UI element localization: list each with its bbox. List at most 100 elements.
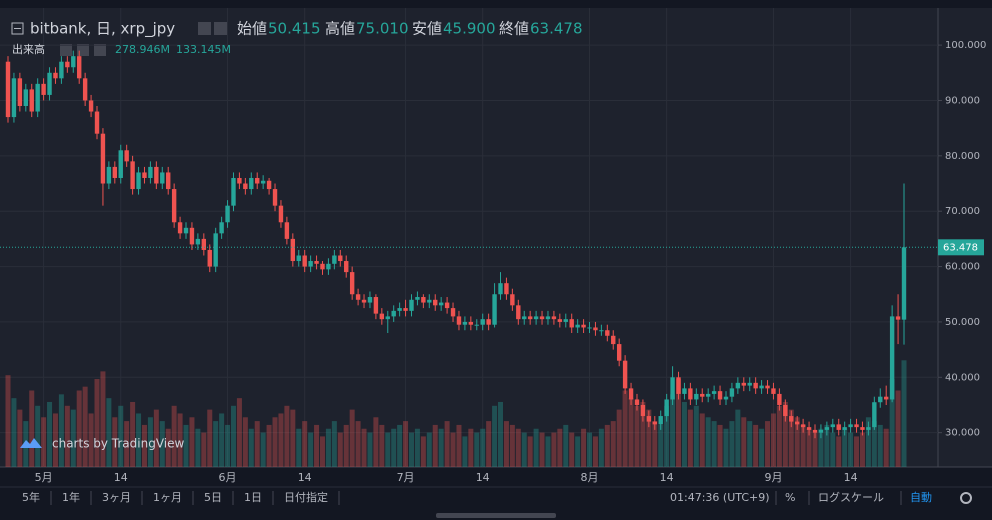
candle-body — [830, 424, 835, 428]
candle-body — [711, 391, 717, 394]
candle-body — [848, 424, 853, 428]
volume-bar — [788, 409, 794, 467]
clock: 01:47:36 (UTC+9) — [670, 491, 770, 504]
range-button[interactable]: 3ヶ月 — [102, 491, 131, 504]
volume-bar — [616, 409, 622, 467]
volume-bar — [314, 424, 320, 467]
settings-button[interactable] — [214, 22, 227, 35]
volume-button[interactable] — [94, 44, 106, 56]
candle-body — [290, 238, 296, 262]
candle-body — [59, 61, 64, 79]
volume-bar — [664, 405, 670, 467]
candle-body — [249, 177, 254, 190]
candle-body — [136, 172, 141, 190]
volume-bar — [640, 401, 646, 467]
volume-bar — [842, 428, 848, 467]
candle-body — [581, 324, 586, 328]
candle-body — [557, 319, 563, 322]
volume-bar — [225, 424, 231, 467]
settings-button[interactable] — [198, 22, 211, 35]
x-tick-label: 14 — [476, 471, 490, 484]
collapse-button[interactable] — [11, 22, 24, 35]
candle-body — [527, 316, 533, 320]
volume-bar — [652, 421, 658, 467]
overlay: bitbank, 日, xrp_jpy 始値 50.415 高値 75.010 … — [12, 20, 986, 505]
volume-bar — [509, 424, 515, 467]
candle-body — [177, 222, 183, 234]
volume-bar — [219, 413, 225, 467]
volume-bar — [486, 421, 492, 467]
range-button[interactable]: 1日 — [244, 491, 262, 504]
volume-bar — [308, 432, 314, 467]
range-button[interactable]: 5日 — [204, 491, 222, 504]
range-button[interactable]: 5年 — [22, 490, 40, 504]
candle-body — [516, 305, 521, 320]
candle-body — [522, 316, 527, 320]
volume-bar — [189, 417, 195, 467]
candle-body — [747, 382, 752, 386]
candle-body — [842, 427, 847, 430]
volume-bar — [735, 409, 741, 467]
candle-body — [486, 319, 491, 325]
candle-body — [545, 316, 551, 320]
candle-body — [183, 227, 189, 234]
volume-bar — [284, 405, 290, 467]
range-button[interactable]: 1ヶ月 — [153, 491, 182, 504]
candle-body — [735, 382, 741, 389]
range-button[interactable]: 日付指定 — [284, 490, 328, 504]
candle-body — [533, 316, 539, 320]
volume-bar — [130, 401, 136, 467]
candle-body — [77, 56, 82, 79]
scrollbar[interactable] — [436, 513, 556, 518]
candle-body — [284, 222, 290, 239]
volume-bar — [58, 394, 64, 467]
volume-button[interactable] — [60, 44, 72, 56]
x-tick-label: 14 — [660, 471, 674, 484]
volume-button[interactable] — [77, 44, 89, 56]
candle-body — [130, 161, 135, 190]
candle-body — [622, 360, 628, 389]
volume-bar — [575, 436, 581, 467]
volume-bar — [545, 436, 551, 467]
candle-body — [314, 261, 319, 264]
volume-bar — [70, 409, 76, 467]
candle-body — [593, 327, 598, 331]
volume-bar — [100, 371, 106, 467]
range-button[interactable]: 1年 — [62, 490, 80, 504]
toolbar-button[interactable]: % — [785, 491, 795, 504]
candle-body — [47, 72, 52, 95]
volume-bar — [106, 398, 112, 467]
y-tick-label: 60.000 — [945, 262, 980, 273]
volume-bar — [343, 424, 349, 467]
candle-body — [474, 324, 479, 326]
toolbar-button[interactable]: 自動 — [910, 490, 932, 504]
x-tick-label: 6月 — [219, 471, 237, 484]
candle-body — [783, 404, 788, 417]
volume-bar — [610, 421, 616, 467]
volume-bar — [711, 421, 717, 467]
volume-bar — [183, 424, 189, 467]
volume-bar — [414, 428, 420, 467]
candle-body — [272, 189, 278, 206]
volume-bar — [747, 421, 753, 467]
volume-bar — [765, 421, 771, 467]
volume-bar — [248, 428, 254, 467]
volume-bar — [302, 421, 308, 467]
candle-body — [112, 166, 118, 178]
candle-body — [789, 416, 794, 422]
candle-body — [320, 263, 325, 270]
watermark[interactable]: charts by TradingView — [52, 437, 184, 451]
volume-bar — [76, 390, 82, 467]
volume-bar — [47, 401, 53, 467]
volume-bar — [337, 432, 343, 467]
x-tick-label: 14 — [844, 471, 858, 484]
settings-gear[interactable] — [960, 492, 972, 504]
volume-bar — [82, 386, 88, 467]
candle-body — [510, 294, 515, 306]
toolbar-button[interactable]: ログスケール — [818, 490, 884, 504]
candle-body — [717, 391, 723, 400]
candle-body — [765, 385, 770, 389]
volume-bar — [859, 432, 865, 467]
candle-body — [700, 393, 705, 397]
ohlc-name: 終値 — [499, 20, 529, 38]
